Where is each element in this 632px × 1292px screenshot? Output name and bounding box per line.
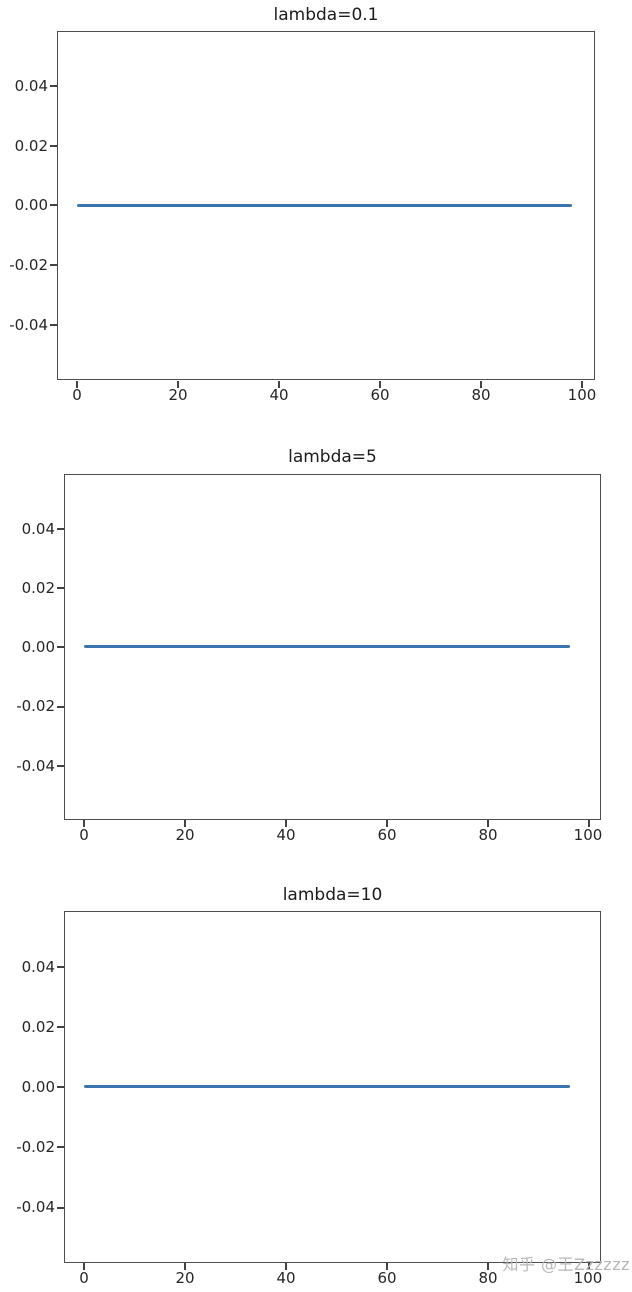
y-tick-mark [57, 1086, 64, 1088]
data-line [84, 1085, 570, 1088]
x-tick-mark [83, 820, 85, 827]
watermark: 知乎 @王Zzzzzz [502, 1255, 630, 1274]
x-axis-tick-label: 0 [79, 826, 89, 844]
y-axis-tick-label: 0.04 [21, 958, 55, 976]
y-tick-mark [57, 587, 64, 589]
x-tick-mark [588, 820, 590, 827]
y-tick-mark [50, 324, 57, 326]
x-axis-tick-label: 20 [175, 1269, 195, 1287]
y-tick-mark [57, 765, 64, 767]
x-axis-tick-label: 80 [478, 1269, 498, 1287]
x-tick-mark [285, 820, 287, 827]
x-axis-tick-label: 40 [276, 826, 296, 844]
y-tick-mark [50, 264, 57, 266]
x-tick-mark [83, 1263, 85, 1270]
y-tick-mark [57, 1207, 64, 1209]
x-tick-mark [285, 1263, 287, 1270]
x-axis-tick-label: 20 [175, 826, 195, 844]
x-axis-tick-label: 60 [377, 826, 397, 844]
x-tick-mark [379, 381, 381, 388]
chart-title: lambda=0.1 [273, 5, 379, 25]
x-axis-tick-label: 40 [269, 386, 289, 404]
x-axis-tick-label: 60 [370, 386, 390, 404]
y-axis-tick-label: -0.02 [9, 256, 48, 274]
x-tick-mark [487, 1263, 489, 1270]
x-axis-tick-label: 40 [276, 1269, 296, 1287]
x-axis-tick-label: 60 [377, 1269, 397, 1287]
x-tick-mark [386, 820, 388, 827]
x-tick-mark [278, 381, 280, 388]
x-axis-tick-label: 80 [471, 386, 491, 404]
x-tick-mark [581, 381, 583, 388]
x-tick-mark [184, 1263, 186, 1270]
x-axis-tick-label: 0 [72, 386, 82, 404]
x-tick-mark [76, 381, 78, 388]
x-axis-tick-label: 100 [567, 386, 597, 404]
y-axis-tick-label: 0.04 [14, 77, 48, 95]
y-tick-mark [50, 85, 57, 87]
x-axis-tick-label: 0 [79, 1269, 89, 1287]
x-axis-tick-label: 100 [573, 1269, 603, 1287]
y-tick-mark [57, 1026, 64, 1028]
data-line [84, 645, 570, 648]
y-axis-tick-label: 0.00 [21, 1078, 55, 1096]
x-tick-mark [487, 820, 489, 827]
y-tick-mark [57, 646, 64, 648]
y-axis-tick-label: 0.02 [21, 1018, 55, 1036]
x-axis-tick-label: 100 [573, 826, 603, 844]
x-axis-tick-label: 20 [168, 386, 188, 404]
y-axis-tick-label: -0.04 [9, 316, 48, 334]
y-axis-tick-label: -0.02 [16, 1138, 55, 1156]
x-tick-mark [386, 1263, 388, 1270]
y-axis-tick-label: 0.02 [14, 137, 48, 155]
x-tick-mark [588, 1263, 590, 1270]
x-tick-mark [480, 381, 482, 388]
y-axis-tick-label: -0.04 [16, 1198, 55, 1216]
y-tick-mark [57, 706, 64, 708]
x-axis-tick-label: 80 [478, 826, 498, 844]
y-tick-mark [57, 528, 64, 530]
y-axis-tick-label: 0.04 [21, 520, 55, 538]
x-tick-mark [177, 381, 179, 388]
chart-title: lambda=5 [288, 447, 377, 467]
y-tick-mark [57, 966, 64, 968]
y-axis-tick-label: 0.02 [21, 579, 55, 597]
y-tick-mark [50, 145, 57, 147]
y-tick-mark [50, 204, 57, 206]
data-line [77, 204, 572, 207]
y-axis-tick-label: -0.02 [16, 697, 55, 715]
y-tick-mark [57, 1146, 64, 1148]
y-axis-tick-label: 0.00 [14, 196, 48, 214]
chart-title: lambda=10 [282, 885, 383, 905]
y-axis-tick-label: 0.00 [21, 638, 55, 656]
x-tick-mark [184, 820, 186, 827]
y-axis-tick-label: -0.04 [16, 757, 55, 775]
